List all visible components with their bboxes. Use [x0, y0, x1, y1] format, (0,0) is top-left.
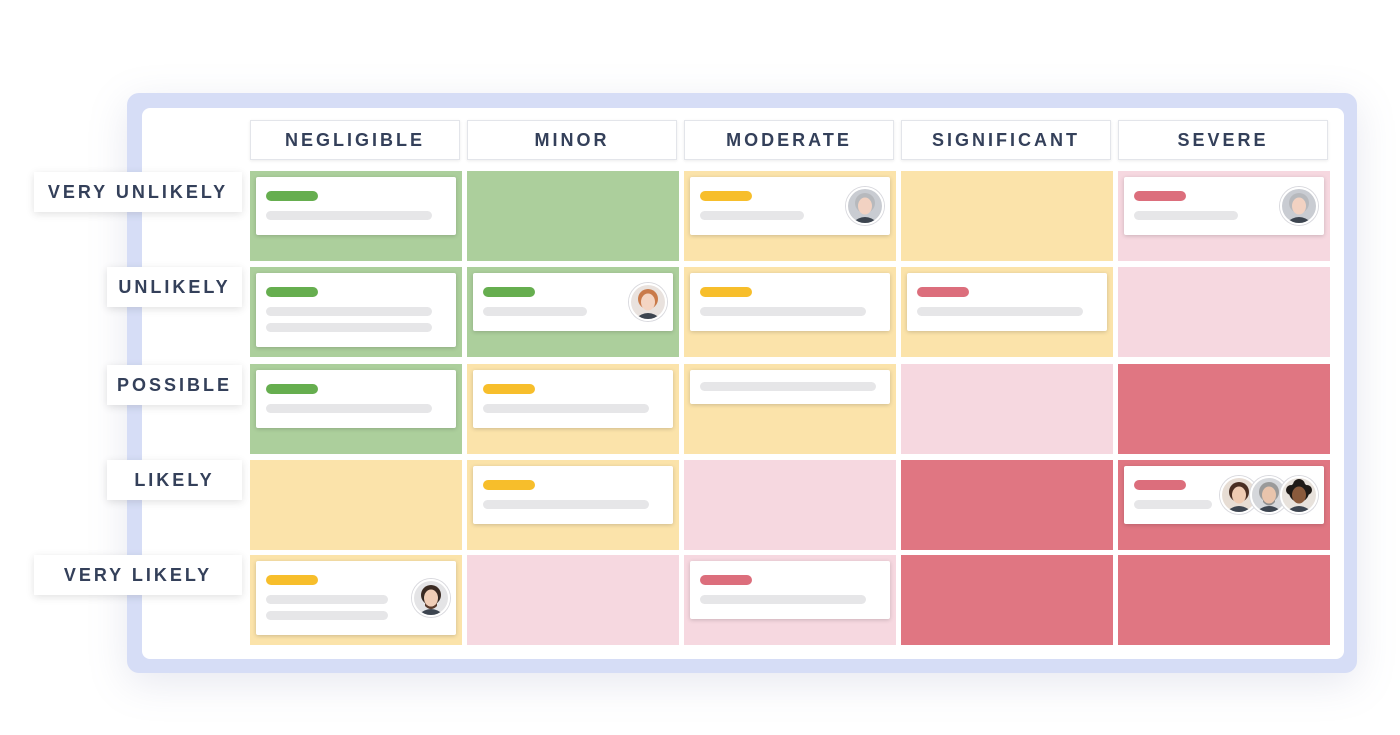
row-header-very-unlikely: VERY UNLIKELY — [34, 172, 242, 212]
matrix-cell[interactable] — [901, 364, 1113, 454]
matrix-cell[interactable] — [901, 460, 1113, 550]
matrix-cell[interactable] — [1118, 555, 1330, 645]
risk-level-tag — [266, 191, 318, 201]
risk-level-tag — [483, 384, 535, 394]
placeholder-text-line — [700, 211, 804, 220]
matrix-cell[interactable] — [1118, 267, 1330, 357]
placeholder-text-line — [1134, 500, 1212, 509]
column-header-severe: SEVERE — [1118, 120, 1328, 160]
matrix-cell[interactable] — [250, 267, 462, 357]
risk-card[interactable] — [1124, 466, 1324, 524]
matrix-cell[interactable] — [684, 555, 896, 645]
placeholder-text-line — [266, 595, 388, 604]
matrix-cell[interactable] — [684, 267, 896, 357]
matrix-cell[interactable] — [467, 460, 679, 550]
risk-card[interactable] — [690, 561, 890, 619]
matrix-cell[interactable] — [684, 364, 896, 454]
risk-card[interactable] — [256, 177, 456, 235]
risk-level-tag — [700, 287, 752, 297]
woman-avatar[interactable] — [846, 187, 884, 225]
risk-level-tag — [700, 191, 752, 201]
matrix-cell[interactable] — [467, 364, 679, 454]
matrix-cell[interactable] — [250, 555, 462, 645]
placeholder-text-line — [483, 500, 649, 509]
risk-card[interactable] — [473, 273, 673, 331]
matrix-cell[interactable] — [1118, 460, 1330, 550]
risk-card[interactable] — [256, 370, 456, 428]
matrix-cell[interactable] — [467, 267, 679, 357]
risk-card[interactable] — [907, 273, 1107, 331]
risk-level-tag — [700, 575, 752, 585]
row-header-likely: LIKELY — [107, 460, 242, 500]
row-header-possible: POSSIBLE — [107, 365, 242, 405]
risk-level-tag — [483, 480, 535, 490]
matrix-cell[interactable] — [901, 267, 1113, 357]
row-header-unlikely: UNLIKELY — [107, 267, 242, 307]
matrix-cell[interactable] — [901, 555, 1113, 645]
risk-level-tag — [266, 575, 318, 585]
glasses-man-avatar[interactable] — [412, 579, 450, 617]
matrix-cell[interactable] — [1118, 364, 1330, 454]
risk-level-tag — [266, 384, 318, 394]
column-header-significant: SIGNIFICANT — [901, 120, 1111, 160]
matrix-cell[interactable] — [901, 171, 1113, 261]
placeholder-text-line — [266, 323, 432, 332]
placeholder-text-line — [266, 404, 432, 413]
matrix-cell[interactable] — [250, 460, 462, 550]
matrix-cell[interactable] — [250, 171, 462, 261]
placeholder-text-line — [483, 307, 587, 316]
risk-card[interactable] — [690, 177, 890, 235]
risk-level-tag — [1134, 480, 1186, 490]
risk-card[interactable] — [473, 370, 673, 428]
column-header-negligible: NEGLIGIBLE — [250, 120, 460, 160]
placeholder-text-line — [1134, 211, 1238, 220]
risk-level-tag — [1134, 191, 1186, 201]
column-header-moderate: MODERATE — [684, 120, 894, 160]
risk-card[interactable] — [1124, 177, 1324, 235]
redhead-avatar[interactable] — [629, 283, 667, 321]
column-header-minor: MINOR — [467, 120, 677, 160]
matrix-cell[interactable] — [684, 460, 896, 550]
placeholder-text-line — [700, 595, 866, 604]
risk-card[interactable] — [256, 561, 456, 635]
placeholder-text-line — [266, 611, 388, 620]
placeholder-text-line — [483, 404, 649, 413]
placeholder-text-line — [700, 382, 876, 391]
risk-level-tag — [266, 287, 318, 297]
curly-hair-avatar[interactable] — [1280, 476, 1318, 514]
risk-level-tag — [483, 287, 535, 297]
row-header-very-likely: VERY LIKELY — [34, 555, 242, 595]
matrix-cell[interactable] — [684, 171, 896, 261]
risk-level-tag — [917, 287, 969, 297]
matrix-cell[interactable] — [467, 555, 679, 645]
matrix-cell[interactable] — [250, 364, 462, 454]
placeholder-text-line — [917, 307, 1083, 316]
matrix-cell[interactable] — [1118, 171, 1330, 261]
risk-card[interactable] — [690, 370, 890, 404]
risk-card[interactable] — [473, 466, 673, 524]
placeholder-text-line — [700, 307, 866, 316]
matrix-cell[interactable] — [467, 171, 679, 261]
risk-card[interactable] — [690, 273, 890, 331]
risk-card[interactable] — [256, 273, 456, 347]
placeholder-text-line — [266, 307, 432, 316]
woman-avatar[interactable] — [1280, 187, 1318, 225]
placeholder-text-line — [266, 211, 432, 220]
